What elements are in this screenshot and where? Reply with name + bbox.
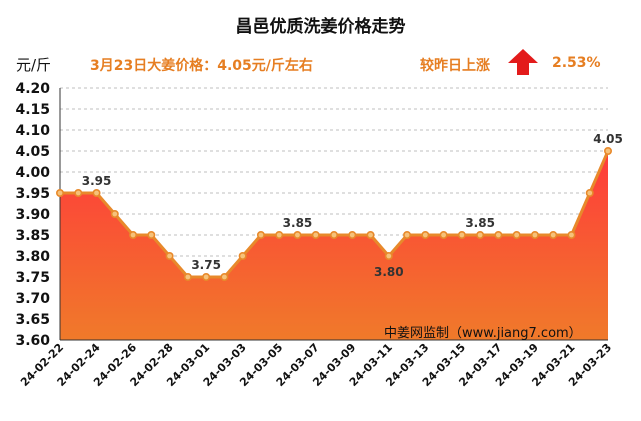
data-point (567, 231, 576, 240)
data-point (585, 189, 594, 198)
data-point (476, 231, 485, 240)
y-tick-label: 3.90 (15, 207, 50, 223)
data-point (202, 272, 211, 281)
data-point (110, 210, 119, 219)
y-tick-label: 3.80 (15, 249, 50, 265)
area-layer (60, 150, 610, 340)
marker-layer (55, 147, 612, 281)
data-label: 3.80 (374, 265, 404, 279)
data-label: 3.75 (191, 258, 221, 272)
data-point (421, 231, 430, 240)
data-point (403, 231, 412, 240)
data-point (329, 231, 338, 240)
y-tick-label: 4.20 (15, 81, 50, 97)
data-point (220, 272, 229, 281)
data-point (238, 252, 247, 261)
y-tick-label: 4.10 (15, 123, 50, 139)
y-tick-label: 4.00 (15, 165, 50, 181)
data-point (512, 231, 521, 240)
price-area-fill (60, 151, 608, 340)
change-percent: 2.53% (552, 55, 601, 71)
change-label: 较昨日上涨 (420, 58, 490, 74)
chart-title: 昌邑优质洗姜价格走势 (235, 17, 406, 37)
data-label: 4.05 (593, 132, 623, 146)
y-tick-label: 4.15 (15, 102, 50, 118)
y-tick-label: 3.60 (15, 333, 50, 349)
data-point (147, 231, 156, 240)
y-axis-unit: 元/斤 (16, 56, 52, 74)
data-point (384, 252, 393, 261)
y-tick-label: 3.65 (15, 312, 50, 328)
data-label: 3.95 (82, 174, 112, 188)
y-tick-label: 3.95 (15, 186, 50, 202)
data-point (92, 189, 101, 198)
data-point (311, 231, 320, 240)
y-tick-label: 4.05 (15, 144, 50, 160)
data-point (603, 147, 612, 156)
data-point (129, 231, 138, 240)
data-point (494, 231, 503, 240)
data-point (530, 231, 539, 240)
y-tick-label: 3.75 (15, 270, 50, 286)
source-watermark: 中姜网监制（www.jiang7.com） (384, 326, 582, 341)
data-point (549, 231, 558, 240)
data-point (457, 231, 466, 240)
data-point (74, 189, 83, 198)
data-point (439, 231, 448, 240)
data-point (293, 231, 302, 240)
data-point (165, 252, 174, 261)
data-point (183, 272, 192, 281)
y-tick-label: 3.85 (15, 228, 50, 244)
data-point (366, 231, 375, 240)
label-layer: 3.95 3.75 3.85 3.80 3.85 4.05 (82, 132, 623, 279)
price-note: 3月23日大姜价格：4.05元/斤左右 (90, 58, 313, 74)
y-tick-label: 3.70 (15, 291, 50, 307)
data-point (256, 231, 265, 240)
up-arrow-icon (508, 49, 538, 75)
data-label: 3.85 (283, 216, 313, 230)
data-label: 3.85 (465, 216, 495, 230)
data-point (348, 231, 357, 240)
data-point (275, 231, 284, 240)
data-point (55, 189, 64, 198)
